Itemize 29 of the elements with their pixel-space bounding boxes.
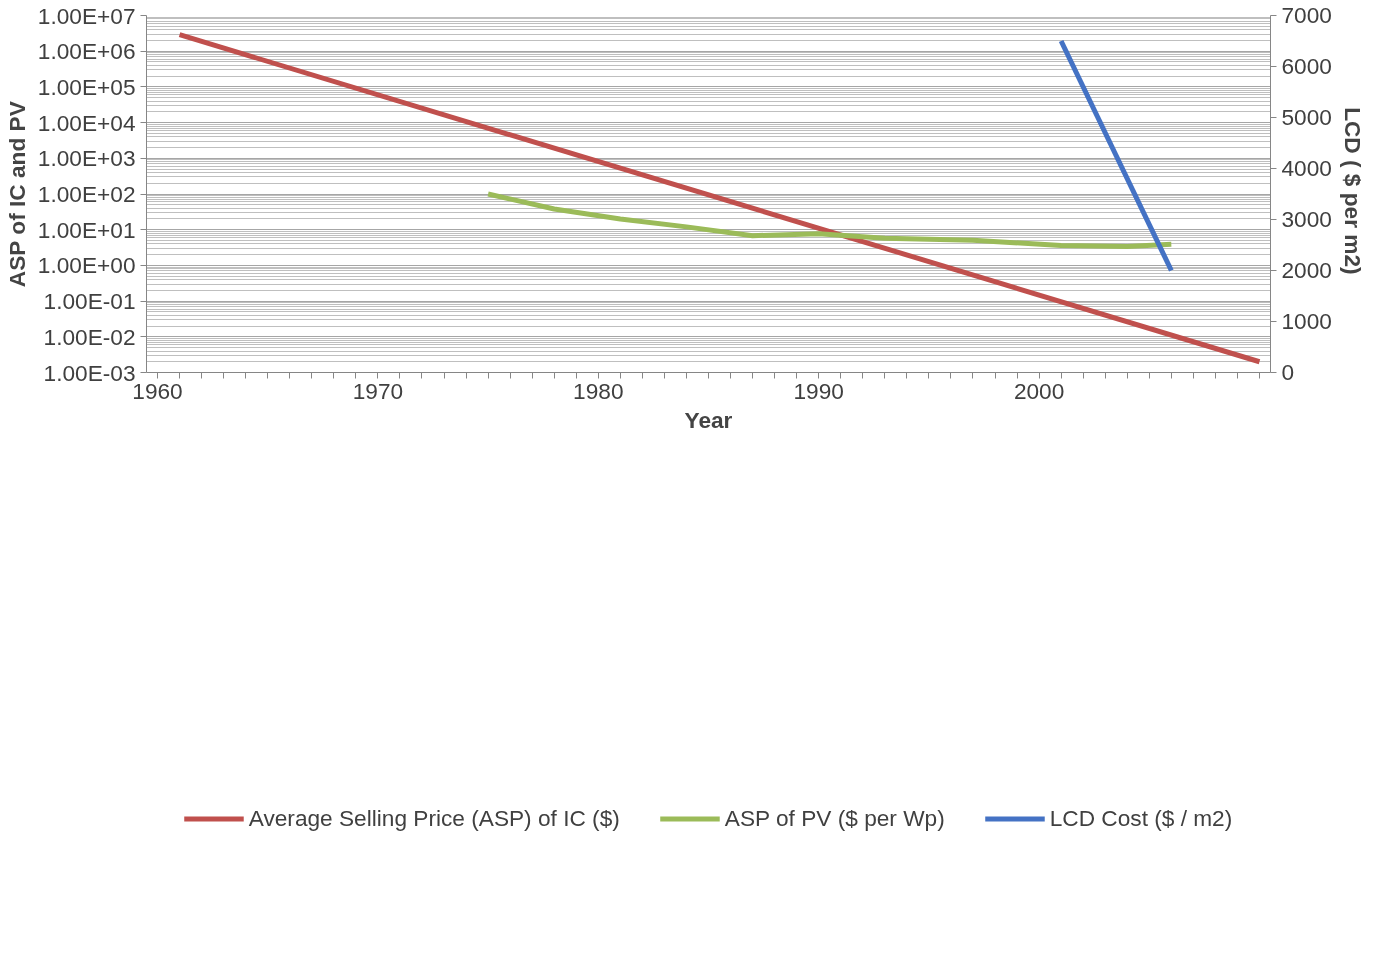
y-tick-label: 1.00E+03 [37,145,136,172]
y-axis-title: ASP of IC and PV [3,101,30,288]
y2-tick-label: 0 [1281,359,1295,385]
y-tick-label: 1.00E-03 [43,359,136,386]
y-tick-label: 1.00E-02 [43,323,136,350]
y-tick-label: 1.00E+06 [37,38,136,65]
y-tick-label: 1.00E+04 [37,109,136,136]
y-tick-label: 1.00E-01 [43,288,136,315]
legend-label: LCD Cost ($ / m2) [1049,804,1233,832]
legend-label: ASP of PV ($ per Wp) [724,804,945,832]
x-tick-label: 1980 [573,377,624,404]
y-tick-label: 1.00E+00 [37,252,136,279]
y2-tick-label: 6000 [1281,53,1332,79]
y2-tick-label: 7000 [1281,2,1332,28]
y-tick-label: 1.00E+02 [37,181,136,207]
legend-label: Average Selling Price (ASP) of IC ($) [248,804,620,832]
y2-axis-title: LCD ( $ per m2) [1339,107,1366,275]
y-tick-label: 1.00E+07 [37,2,136,29]
y2-tick-label: 1000 [1281,308,1332,334]
y2-tick-label: 5000 [1281,104,1332,130]
y-tick-label: 1.00E+01 [37,216,136,243]
y2-tick-label: 4000 [1281,155,1332,181]
x-tick-label: 1970 [352,377,404,404]
y2-tick-label: 3000 [1281,206,1332,232]
y-tick-label: 1.00E+05 [37,73,136,100]
y2-tick-label: 2000 [1281,257,1332,283]
x-tick-label: 1990 [793,377,844,404]
x-axis-title: Year [684,406,733,433]
x-tick-label: 2000 [1013,377,1065,404]
